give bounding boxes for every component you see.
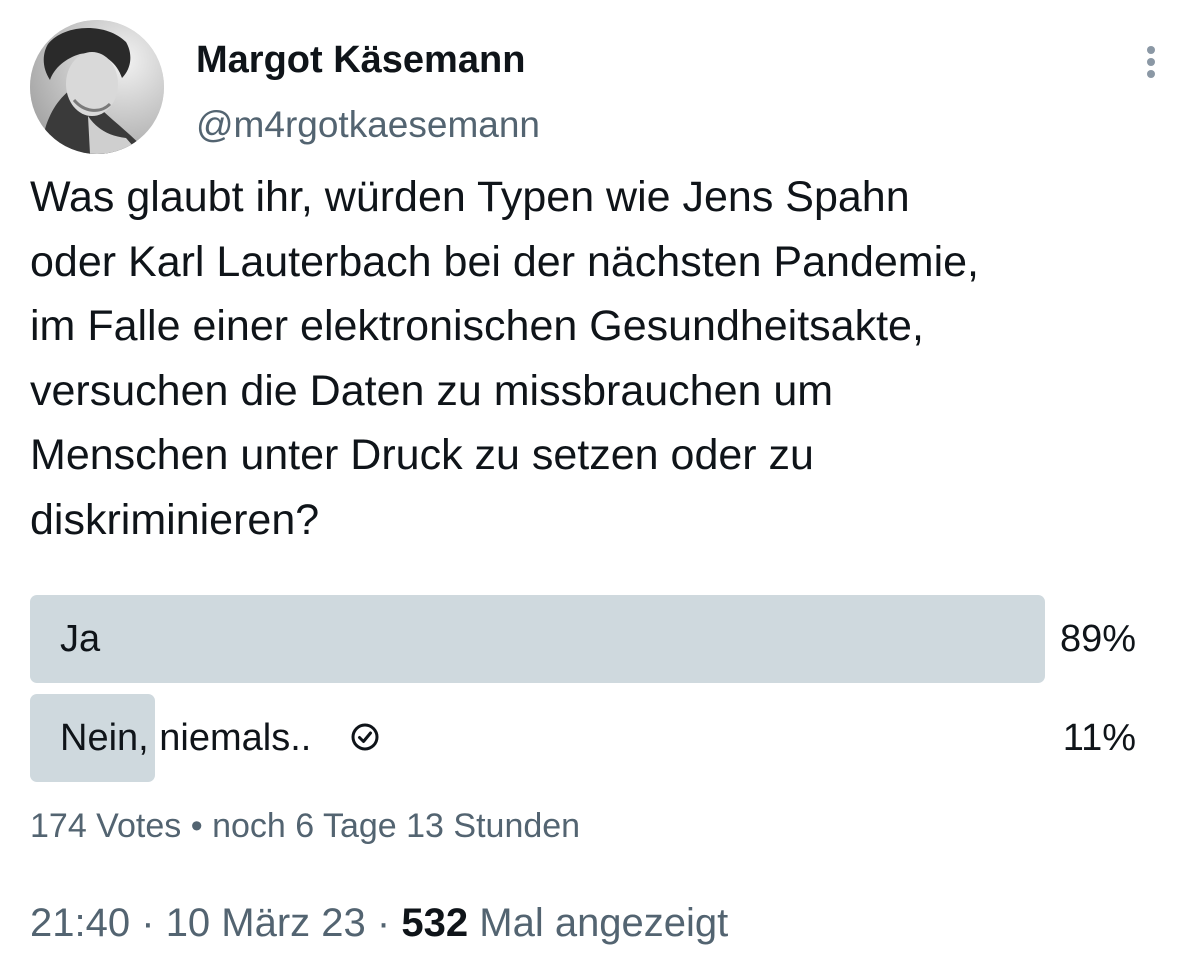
poll-meta: 174 Votes • noch 6 Tage 13 Stunden [30, 804, 580, 848]
poll-bar [30, 595, 1045, 683]
footer-separator: · [141, 901, 155, 945]
poll-time-left: noch 6 Tage 13 Stunden [212, 807, 581, 845]
user-handle[interactable]: @m4rgotkaesemann [196, 104, 541, 145]
poll-option-percent: 11% [1062, 717, 1136, 759]
poll-option-label: Ja [60, 618, 101, 660]
views-label[interactable]: Mal angezeigt [479, 901, 729, 945]
vertical-dots-icon [1147, 46, 1155, 54]
footer-separator: · [376, 901, 391, 945]
poll-option-label-wrap: Nein, niemals.. [60, 694, 380, 782]
views-count[interactable]: 532 [401, 901, 469, 945]
tweet-time[interactable]: 21:40 [30, 901, 131, 945]
avatar[interactable] [30, 20, 164, 154]
poll-option-label: Nein, niemals.. [60, 717, 312, 759]
poll-option-ja[interactable]: Ja [30, 595, 1045, 683]
poll-votes: 174 Votes [30, 807, 182, 845]
tweet-text: Was glaubt ihr, würden Typen wie Jens Sp… [30, 173, 980, 544]
tweet-date[interactable]: 10 März 23 [165, 901, 366, 945]
vertical-dots-icon-dot [1147, 58, 1155, 66]
poll-separator: • [190, 807, 203, 845]
vertical-dots-icon-dot [1147, 70, 1155, 78]
poll-bar [30, 694, 156, 782]
check-circle-icon [351, 723, 379, 751]
poll-option-percent: 89% [1059, 618, 1136, 660]
more-options-button[interactable] [1134, 40, 1168, 84]
avatar-image [30, 20, 164, 154]
display-name[interactable]: Margot Käsemann [196, 39, 526, 81]
poll-option-nein[interactable]: Nein, niemals.. [30, 694, 1045, 782]
tweet-footer: 21:40 · 10 März 23 · 532 Mal angezeigt [30, 896, 728, 950]
